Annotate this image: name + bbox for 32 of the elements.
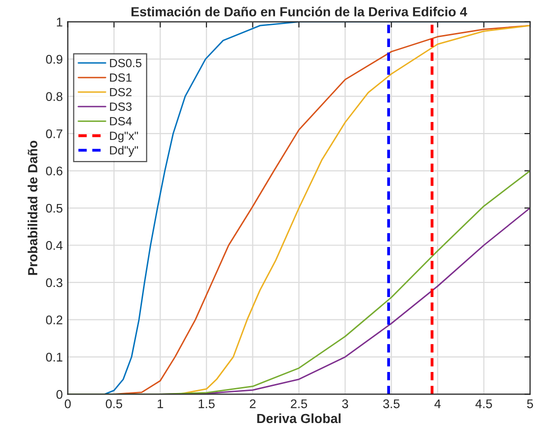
y-tick-label: 0: [56, 390, 62, 399]
y-tick-label: 0.8: [46, 92, 62, 101]
legend-label: DS2: [110, 88, 132, 96]
chart-title: Estimación de Daño en Función de la Deriva Edifcio 4: [132, 6, 468, 16]
x-tick-label: 3.5: [383, 399, 400, 408]
legend-label: DS4: [110, 117, 132, 126]
legend-label: DS0.5: [110, 58, 142, 68]
y-tick-label: 0.5: [46, 204, 62, 213]
y-tick-label: 0.3: [46, 278, 62, 288]
legend-label: Dd"y": [110, 146, 138, 157]
legend-label: Dg"x": [110, 132, 138, 142]
x-tick-label: 0.5: [106, 399, 122, 408]
y-tick-label: 0.4: [46, 241, 63, 250]
x-tick-label: 5: [527, 399, 534, 408]
x-tick-label: 4.5: [475, 399, 492, 408]
x-tick-label: 0: [64, 399, 71, 408]
legend-label: DS1: [110, 73, 132, 82]
y-tick-label: 1: [56, 18, 62, 26]
x-tick-label: 3: [342, 399, 348, 408]
legend-label: DS3: [110, 102, 132, 111]
x-tick-label: 1: [158, 399, 164, 408]
x-tick-label: 2.5: [290, 399, 308, 408]
x-tick-label: 1.5: [198, 399, 215, 408]
y-tick-label: 0.1: [46, 352, 62, 362]
y-tick-label: 0.2: [46, 316, 62, 324]
y-tick-label: 0.6: [46, 166, 62, 176]
x-tick-label: 4: [434, 399, 441, 408]
x-axis-title: Deriva Global: [257, 413, 341, 424]
y-tick-label: 0.7: [46, 129, 62, 138]
y-tick-label: 0.9: [46, 54, 62, 64]
x-tick-label: 2: [250, 399, 256, 408]
y-axis-title: Probabilidad de Daño: [28, 140, 38, 275]
